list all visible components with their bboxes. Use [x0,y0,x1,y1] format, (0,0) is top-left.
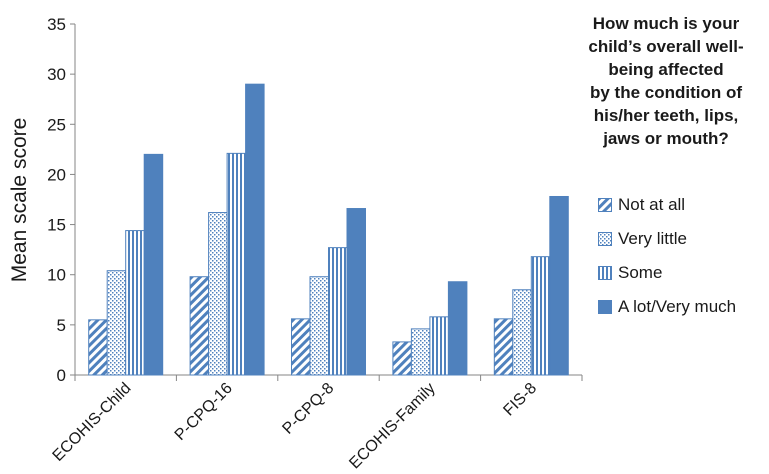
bar [143,153,164,376]
x-tick-label: FIS-8 [500,380,540,420]
bar [429,316,449,376]
legend-label: Not at all [618,195,686,214]
bar [189,276,210,376]
bar [346,208,366,376]
legend-item: A lot/Very much [598,290,736,324]
y-tick-label: 15 [47,216,66,235]
y-axis-label: Mean scale score [8,118,31,283]
y-tick-label: 0 [57,366,66,385]
bar [328,247,348,376]
bar [512,289,532,376]
y-tick-label: 35 [47,15,66,34]
legend-swatch [598,300,612,314]
bar [493,318,514,376]
x-tick-label: P-CPQ-16 [172,380,236,444]
legend-item: Some [598,256,736,290]
y-tick-label: 20 [47,165,66,184]
x-tick-label: ECOHIS-Child [50,380,135,465]
bar [530,256,551,376]
legend-swatch [598,198,612,212]
tick-labels: 0 5 10 15 20 25 30 35 ECOHIS-Child P-CPQ-16 P-CPQ-… [47,15,540,472]
bar [245,83,265,376]
legend-item: Very little [598,222,736,256]
y-tick-label: 30 [47,65,66,84]
bar [309,276,329,376]
legend-label: Very little [618,229,687,248]
legend-swatch [598,266,612,280]
legend-label: Some [618,263,663,282]
legend-swatch [598,232,612,246]
y-tick-label: 25 [47,115,66,134]
bar [291,318,311,376]
legend-title: How much is your child’s overall well- b… [588,14,744,148]
bar [392,341,412,376]
bar [208,212,228,376]
bar [125,230,145,376]
x-tick-label: ECOHIS-Family [346,380,438,472]
bar [410,328,431,376]
y-tick-label: 10 [47,266,66,285]
x-tick-label: P-CPQ-8 [279,380,337,438]
bar [226,152,247,376]
y-tick-label: 5 [57,316,66,335]
legend: Not at all Very little Some A lot/Very much [598,188,736,324]
bars [88,83,569,376]
legend-item: Not at all [598,188,736,222]
bar [447,281,468,376]
bar [549,195,569,376]
bar [88,319,108,376]
bar [106,270,127,376]
legend-label: A lot/Very much [618,297,737,316]
